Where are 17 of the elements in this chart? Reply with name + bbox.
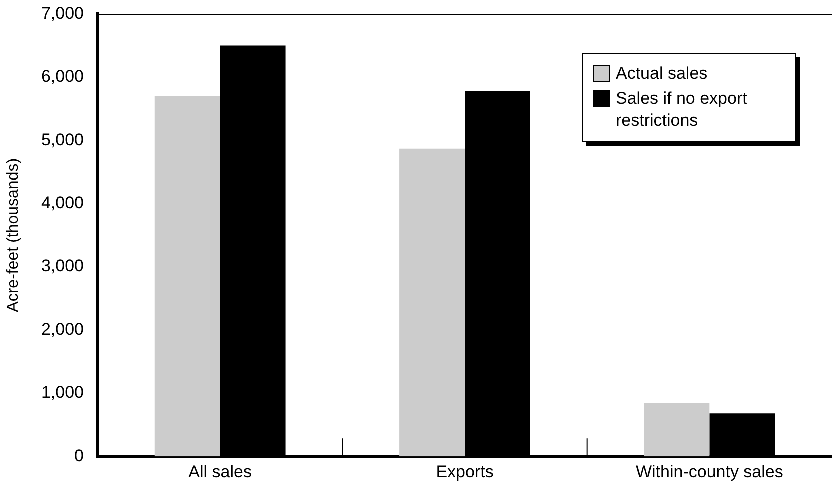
legend-label: Actual sales xyxy=(616,63,708,85)
x-tick-label: All sales xyxy=(188,462,252,482)
y-tick-label: 4,000 xyxy=(41,193,84,212)
y-axis-title: Acre-feet (thousands) xyxy=(5,158,22,312)
legend-label: Sales if no export restrictions xyxy=(616,88,748,132)
x-tick-label: Within-county sales xyxy=(636,462,784,482)
y-tick-label: 6,000 xyxy=(41,67,84,86)
y-tick-label: 3,000 xyxy=(41,256,84,276)
y-tick-label: 7,000 xyxy=(41,4,84,23)
y-tick-label: 1,000 xyxy=(41,383,84,402)
y-tick-label: 0 xyxy=(74,446,84,466)
y-tick-label: 2,000 xyxy=(41,320,84,339)
bar xyxy=(644,404,710,457)
y-tick-label: 5,000 xyxy=(41,130,84,150)
x-tick-label: Exports xyxy=(436,462,494,482)
bar xyxy=(400,148,465,457)
bar xyxy=(154,96,220,457)
